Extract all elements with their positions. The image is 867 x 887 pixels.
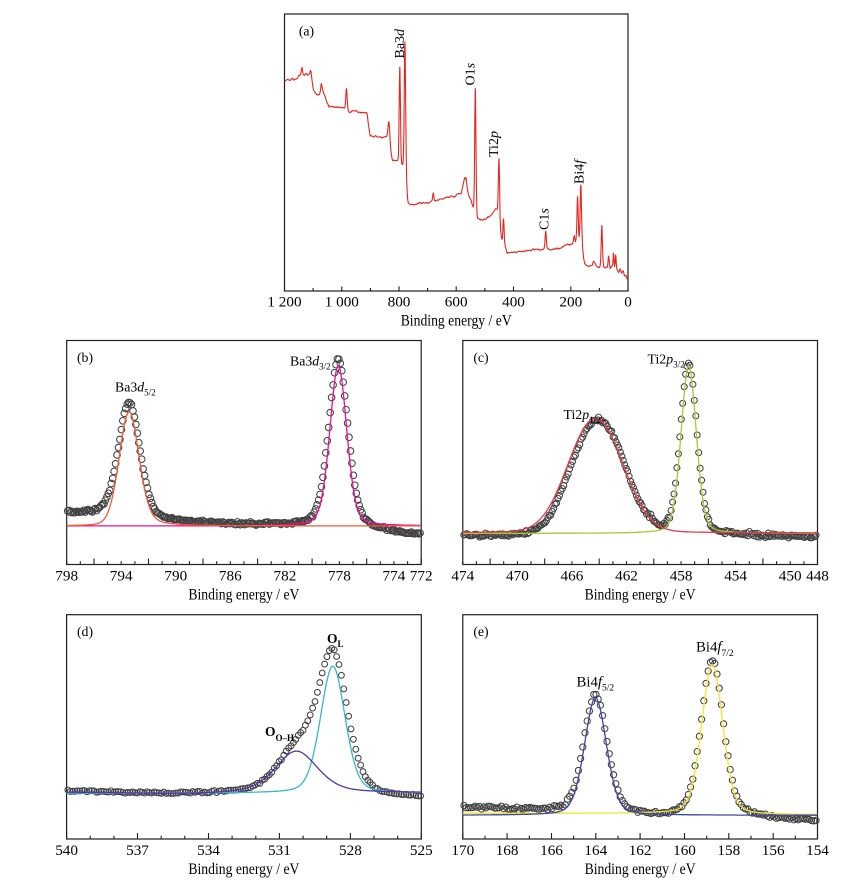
svg-text:Binding energy / eV: Binding energy / eV [401, 313, 512, 330]
svg-text:531: 531 [268, 842, 291, 859]
svg-text:(c): (c) [473, 350, 488, 366]
svg-text:534: 534 [197, 842, 220, 859]
svg-text:Binding energy / eV: Binding energy / eV [188, 587, 299, 604]
svg-text:448: 448 [806, 567, 829, 584]
svg-text:778: 778 [328, 567, 351, 584]
svg-text:466: 466 [561, 567, 584, 584]
svg-text:528: 528 [339, 842, 362, 859]
svg-text:790: 790 [164, 567, 187, 584]
svg-text:782: 782 [274, 567, 297, 584]
svg-text:170: 170 [451, 842, 474, 859]
svg-text:400: 400 [502, 294, 525, 311]
svg-text:Binding energy / eV: Binding energy / eV [585, 587, 696, 604]
svg-text:156: 156 [762, 842, 785, 859]
svg-text:537: 537 [126, 842, 149, 859]
svg-text:774: 774 [383, 567, 406, 584]
svg-text:162: 162 [629, 842, 652, 859]
svg-text:600: 600 [445, 294, 468, 311]
svg-text:Binding energy / eV: Binding energy / eV [585, 861, 696, 878]
svg-text:794: 794 [110, 567, 133, 584]
svg-text:462: 462 [615, 567, 638, 584]
svg-text:Ba3d: Ba3d [393, 28, 408, 59]
svg-text:O1s: O1s [464, 62, 479, 85]
svg-text:Binding energy / eV: Binding energy / eV [188, 861, 299, 878]
svg-text:C1s: C1s [538, 208, 553, 230]
svg-text:454: 454 [724, 567, 747, 584]
svg-text:Ti2p: Ti2p [487, 131, 502, 157]
svg-text:200: 200 [559, 294, 582, 311]
svg-text:540: 540 [55, 842, 78, 859]
svg-text:154: 154 [806, 842, 829, 859]
svg-text:474: 474 [451, 567, 474, 584]
svg-text:450: 450 [779, 567, 802, 584]
svg-text:772: 772 [410, 567, 433, 584]
svg-text:798: 798 [55, 567, 78, 584]
svg-text:(b): (b) [77, 350, 93, 366]
svg-text:(a): (a) [299, 24, 314, 40]
svg-text:525: 525 [410, 842, 433, 859]
svg-text:166: 166 [540, 842, 563, 859]
svg-text:168: 168 [496, 842, 519, 859]
svg-text:(e): (e) [473, 624, 488, 640]
svg-text:800: 800 [388, 294, 411, 311]
svg-text:1 000: 1 000 [325, 294, 360, 311]
svg-text:786: 786 [219, 567, 242, 584]
svg-text:470: 470 [506, 567, 529, 584]
svg-text:158: 158 [717, 842, 740, 859]
svg-text:Bi4f: Bi4f [573, 158, 588, 184]
svg-text:1 200: 1 200 [267, 294, 302, 311]
svg-text:160: 160 [673, 842, 696, 859]
svg-text:0: 0 [624, 294, 632, 311]
svg-text:458: 458 [670, 567, 693, 584]
svg-text:164: 164 [584, 842, 607, 859]
svg-text:(d): (d) [77, 624, 93, 640]
